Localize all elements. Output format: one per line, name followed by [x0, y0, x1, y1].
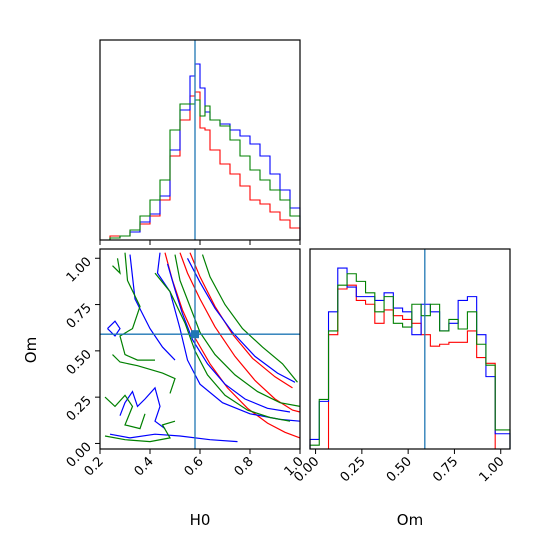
joint-contour-s2-c4: [112, 354, 176, 394]
joint-contour-s2-c3: [119, 252, 155, 361]
om-marginal-xtick-label-2: 0.50: [384, 454, 415, 485]
joint-contour-s1-c0: [186, 258, 296, 383]
joint-ytick-label-2: 0.50: [64, 347, 95, 378]
joint-panel: 0.2 0.4 0.6 0.8 1.00.000.250.500.751.00 H0 O…: [22, 248, 307, 529]
joint-contour-s2-c1: [174, 254, 301, 407]
om-hist-series-2: [309, 273, 511, 449]
joint-contour-s0-c1: [164, 252, 301, 439]
joint-contour-s1-c1: [166, 263, 291, 413]
om-histograms: [309, 267, 511, 450]
om-marginal-xtick-label-3: 0.75: [430, 454, 461, 485]
joint-contour-s2-c2: [154, 272, 291, 422]
joint-contour-s1-c3: [129, 254, 176, 361]
joint-contour-s2-c5: [104, 394, 146, 430]
joint-ytick-label-4: 1.00: [64, 254, 95, 285]
om-marginal-ticks: 0.00 0.25 0.50 0.75 1.00: [291, 449, 508, 485]
joint-truth-point: [191, 330, 199, 339]
h0-marginal-ticks: [99, 240, 301, 245]
joint-contour-s0-c2: [189, 252, 293, 389]
om-marginal-panel: 0.00 0.25 0.50 0.75 1.00 Om: [291, 248, 511, 529]
om-hist-series-1: [309, 267, 511, 449]
joint-contours: [104, 252, 301, 443]
joint-contour-s2-c7: [112, 258, 121, 275]
joint-frame: [99, 248, 301, 450]
joint-contour-s0-c0: [179, 252, 301, 413]
joint-contour-s1-c2: [156, 252, 301, 422]
h0-hist-series-2: [100, 99, 301, 241]
h0-hist-series-0: [100, 91, 301, 241]
joint-ytick-label-3: 0.75: [64, 301, 95, 332]
joint-contour-s1-c4: [107, 320, 121, 337]
h0-marginal-panel: [99, 39, 301, 245]
joint-xtick-label-2: 0.6: [182, 454, 207, 479]
h0-hist-series-1: [100, 63, 301, 241]
joint-ytick-label-1: 0.25: [64, 393, 95, 424]
joint-contour-s2-c6: [104, 420, 176, 443]
joint-xtick-label-1: 0.4: [132, 454, 157, 479]
om-hist-series-0: [310, 284, 510, 450]
om-marginal-xtick-label-1: 0.25: [338, 454, 369, 485]
joint-contour-s2-c0: [201, 254, 298, 383]
om-marginal-xtick-label-4: 1.00: [476, 454, 507, 485]
om-marginal-frame: [309, 248, 511, 450]
y-axis-label-om: Om: [22, 337, 40, 363]
h0-histograms: [100, 63, 301, 241]
joint-contour-s1-c6: [109, 433, 238, 443]
joint-xtick-label-3: 0.8: [232, 454, 257, 479]
x-axis-label-om: Om: [397, 511, 423, 529]
x-axis-label-h0: H0: [190, 511, 211, 529]
